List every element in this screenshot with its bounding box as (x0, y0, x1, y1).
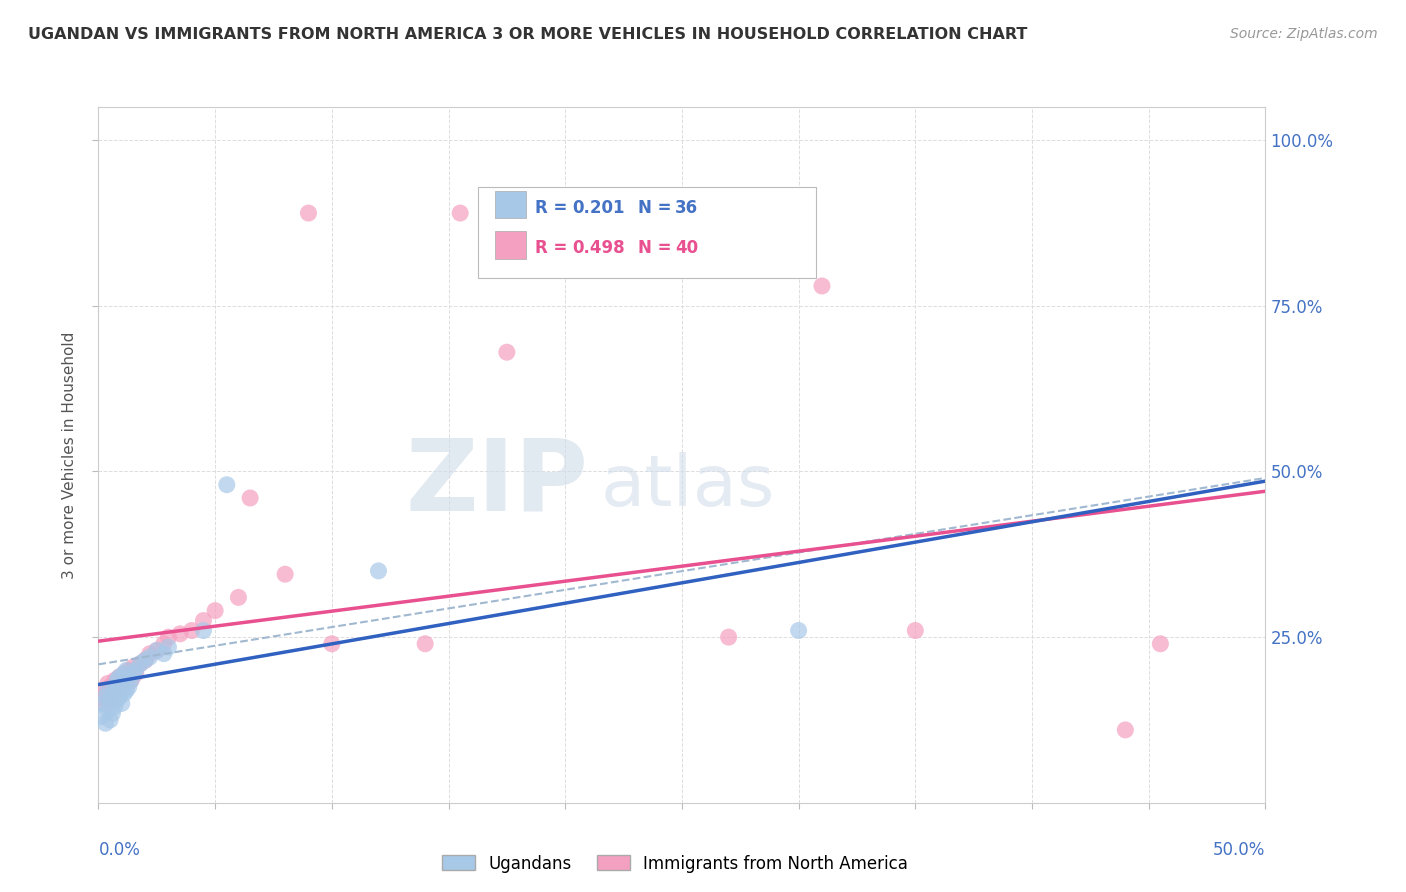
Point (104, 680, 127, 694)
Point (97, 676, 120, 690)
Point (811, 279, 834, 293)
Point (98, 693, 121, 707)
Point (94, 690, 117, 704)
Point (228, 591, 250, 605)
Point (120, 673, 142, 688)
Point (180, 624, 202, 638)
Text: R =: R = (534, 239, 574, 257)
Text: 40: 40 (675, 239, 697, 257)
Point (108, 690, 131, 704)
Point (152, 637, 174, 651)
Legend: Ugandans, Immigrants from North America: Ugandans, Immigrants from North America (434, 848, 915, 880)
Point (122, 666, 145, 681)
Text: atlas: atlas (600, 451, 775, 521)
Text: R =: R = (534, 199, 574, 217)
Point (215, 477, 238, 491)
Point (98, 693, 121, 707)
Point (91, 697, 114, 711)
Point (105, 683, 128, 698)
Point (101, 706, 124, 721)
Point (111, 676, 134, 690)
Point (105, 693, 128, 707)
Point (112, 666, 135, 681)
Text: 0.0%: 0.0% (98, 841, 141, 859)
Point (139, 647, 162, 661)
Y-axis label: 3 or more Vehicles in Household: 3 or more Vehicles in Household (62, 331, 77, 579)
Point (98, 680, 121, 694)
Point (204, 604, 226, 618)
Text: N =: N = (637, 199, 676, 217)
Point (904, 624, 927, 638)
Point (146, 643, 169, 657)
Point (98, 713, 121, 727)
Point (787, 624, 810, 638)
Text: UGANDAN VS IMMIGRANTS FROM NORTH AMERICA 3 OR MORE VEHICLES IN HOUSEHOLD CORRELA: UGANDAN VS IMMIGRANTS FROM NORTH AMERICA… (28, 27, 1028, 42)
Text: 36: 36 (675, 199, 697, 217)
Point (134, 653, 156, 667)
Point (90, 690, 112, 704)
Point (108, 670, 131, 684)
Point (115, 676, 138, 690)
Point (1149, 637, 1171, 651)
Point (146, 643, 169, 657)
Point (169, 627, 191, 641)
Point (108, 670, 131, 684)
Point (134, 653, 156, 667)
Point (157, 640, 180, 654)
Point (274, 567, 297, 582)
Point (449, 206, 471, 220)
Text: 50.0%: 50.0% (1213, 841, 1265, 859)
Point (157, 630, 180, 644)
Point (97, 683, 120, 698)
Point (193, 614, 215, 628)
Point (115, 663, 138, 677)
Point (90, 709, 112, 723)
Point (495, 345, 517, 359)
Point (112, 666, 135, 681)
Point (122, 660, 145, 674)
Point (104, 699, 127, 714)
Text: ZIP: ZIP (406, 434, 589, 532)
FancyBboxPatch shape (495, 231, 526, 259)
FancyBboxPatch shape (495, 191, 526, 219)
Point (101, 686, 124, 700)
Point (125, 663, 148, 677)
Point (367, 564, 389, 578)
Point (129, 657, 152, 671)
Point (413, 637, 436, 651)
Point (94, 716, 117, 731)
Point (129, 657, 152, 671)
Point (193, 624, 215, 638)
FancyBboxPatch shape (478, 187, 815, 277)
Point (239, 491, 262, 505)
Text: 0.498: 0.498 (572, 239, 624, 257)
Point (125, 666, 148, 681)
Point (1114, 723, 1136, 737)
Point (111, 697, 134, 711)
Point (139, 650, 162, 665)
Text: 0.201: 0.201 (572, 199, 624, 217)
Point (97, 703, 120, 717)
Point (105, 673, 128, 688)
Point (118, 680, 141, 694)
Point (104, 673, 127, 688)
Point (717, 630, 740, 644)
Point (112, 686, 135, 700)
Point (111, 680, 134, 694)
Text: N =: N = (637, 239, 676, 257)
Point (91, 683, 114, 698)
Point (94, 697, 117, 711)
Point (321, 637, 343, 651)
Point (118, 663, 141, 677)
Point (297, 206, 319, 220)
Point (115, 683, 138, 698)
Point (120, 673, 142, 688)
Point (101, 686, 124, 700)
Text: Source: ZipAtlas.com: Source: ZipAtlas.com (1230, 27, 1378, 41)
Point (152, 647, 174, 661)
